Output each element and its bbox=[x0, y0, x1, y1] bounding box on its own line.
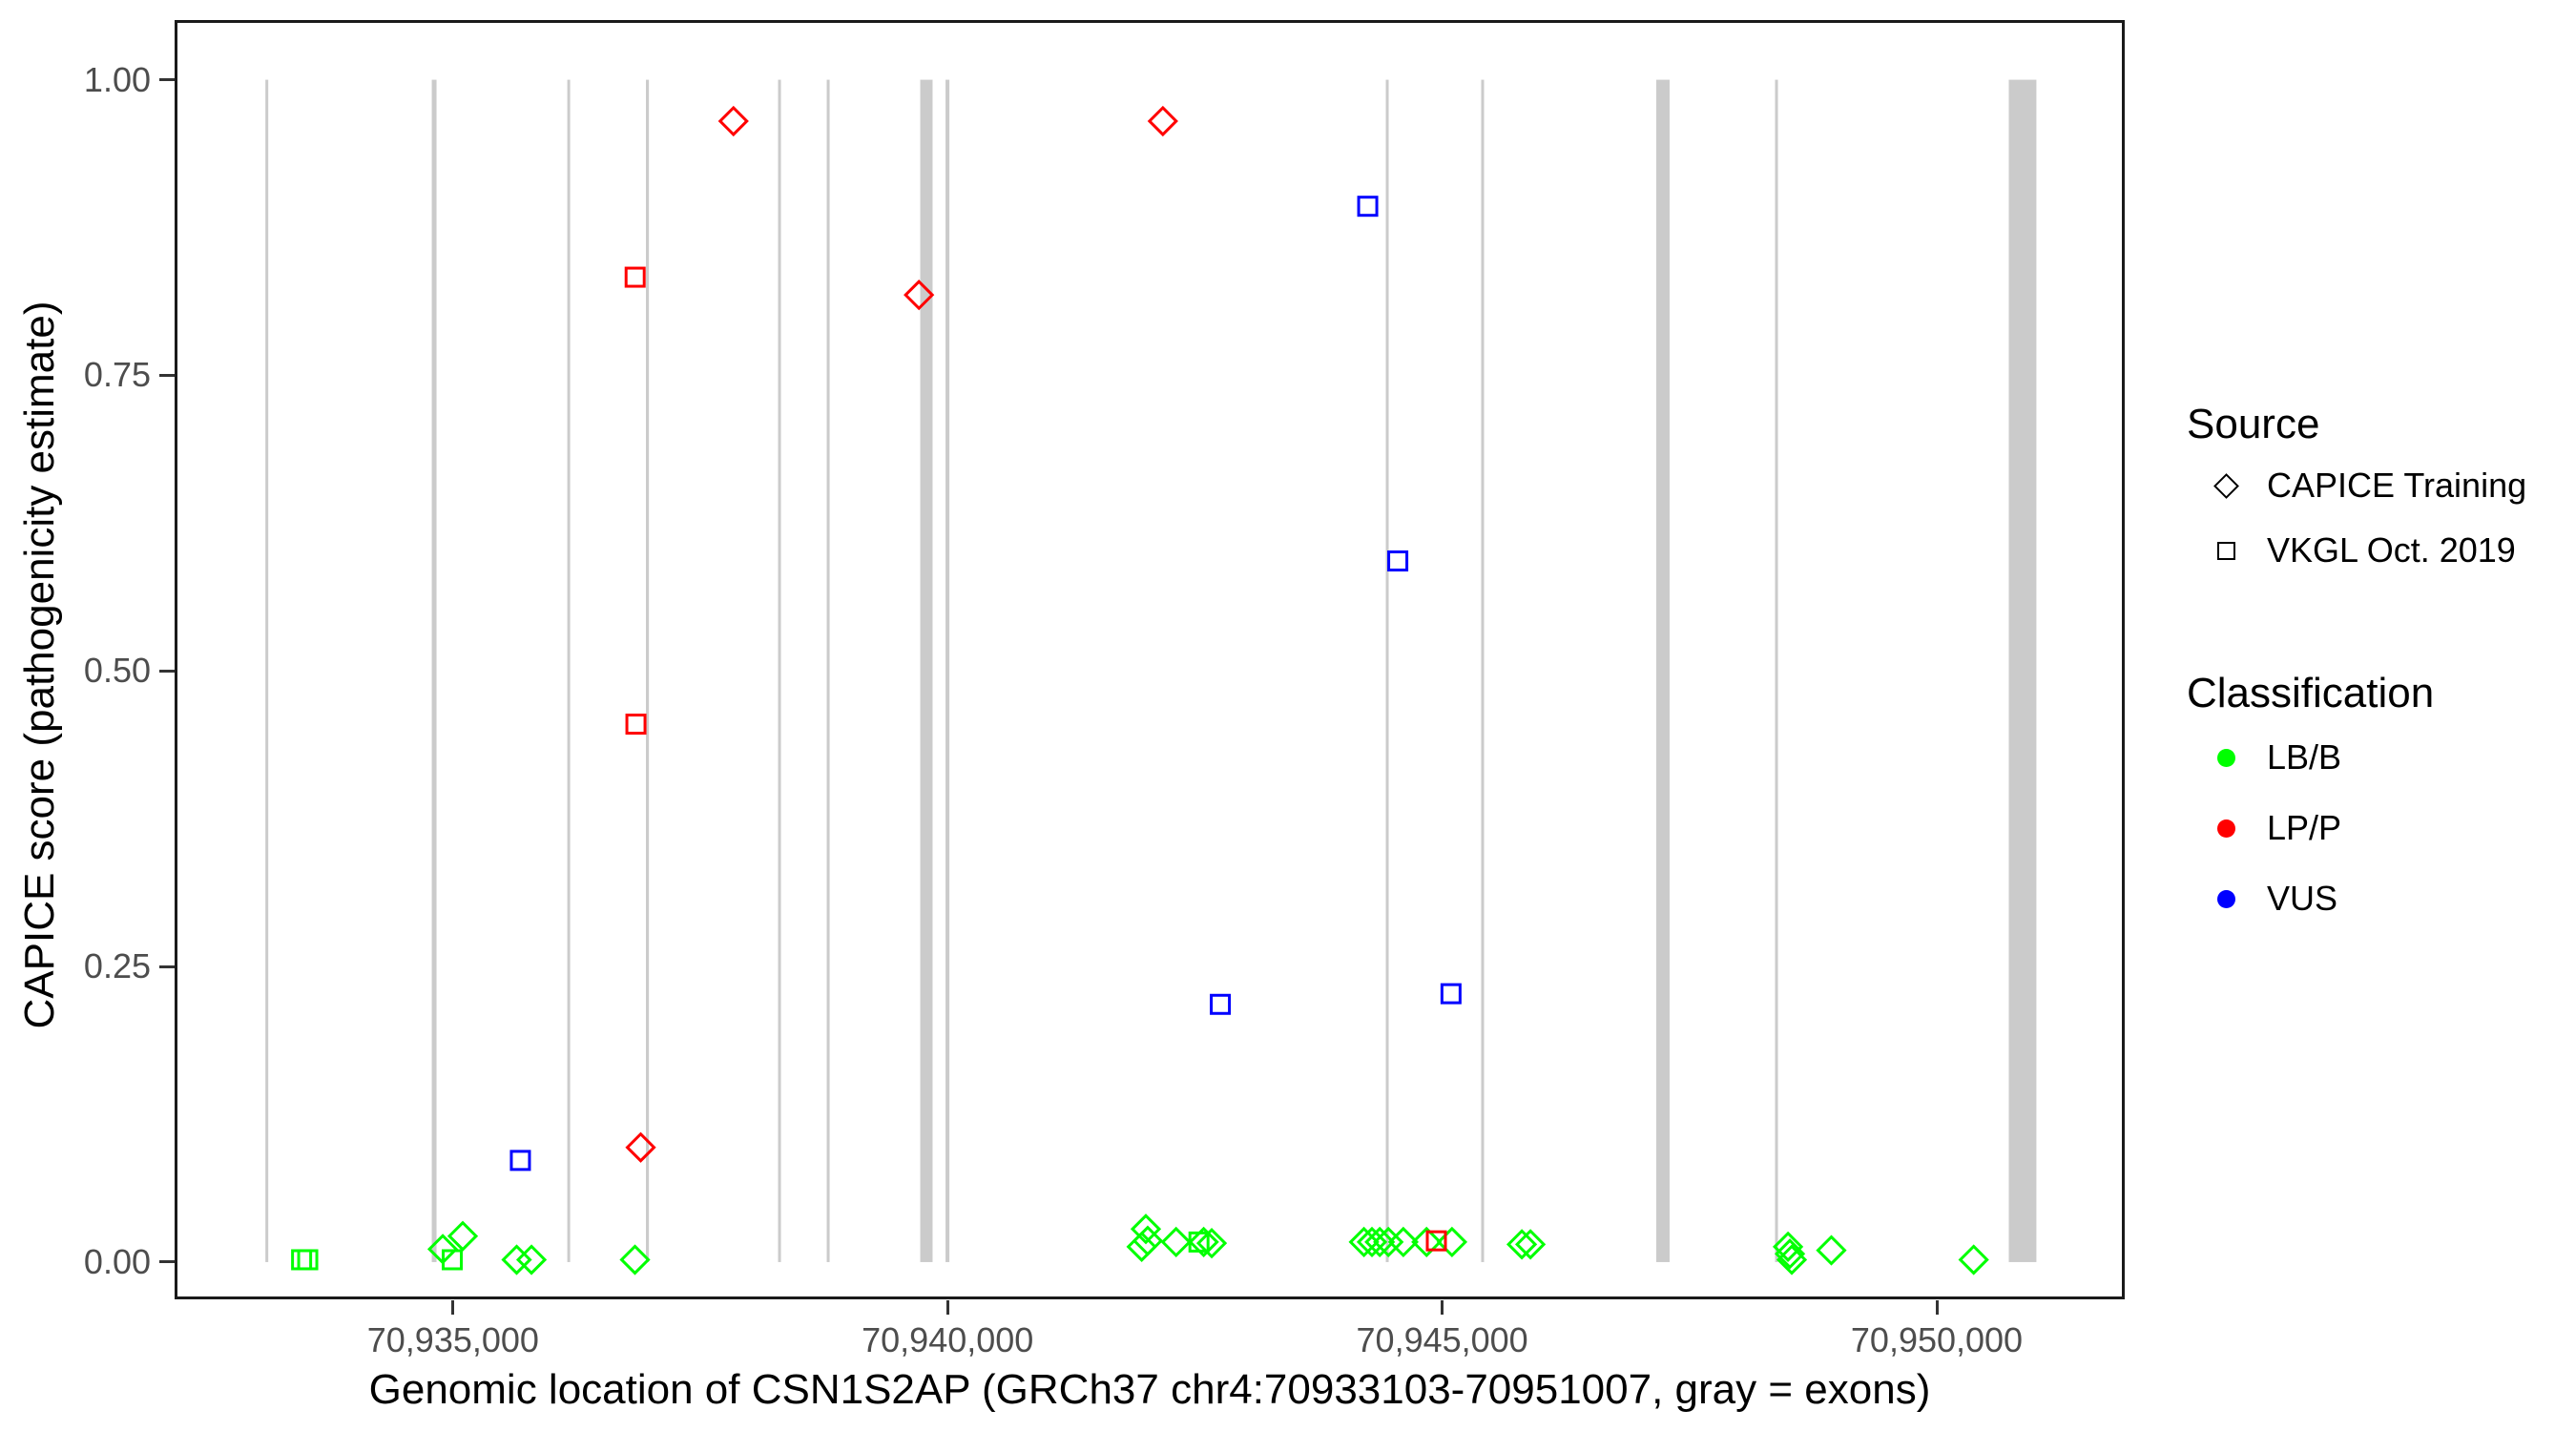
data-point bbox=[515, 1244, 548, 1275]
x-tick-mark bbox=[1935, 1300, 1939, 1315]
y-tick-mark bbox=[159, 373, 175, 377]
data-point bbox=[1387, 550, 1409, 572]
data-point bbox=[1776, 1244, 1808, 1275]
y-tick-label: 0.50 bbox=[83, 651, 151, 691]
data-point bbox=[291, 1249, 313, 1271]
data-point bbox=[625, 1131, 656, 1163]
exon-bar bbox=[945, 79, 950, 1262]
x-tick-label: 70,935,000 bbox=[366, 1320, 539, 1359]
x-tick-mark bbox=[945, 1300, 949, 1315]
data-point bbox=[1411, 1226, 1443, 1258]
exon-bar bbox=[1775, 79, 1778, 1262]
exon-bar bbox=[1655, 79, 1670, 1262]
data-point bbox=[1188, 1226, 1219, 1258]
legend-item-capice-training: CAPICE Training bbox=[2187, 453, 2568, 518]
exon-bar bbox=[1385, 79, 1389, 1262]
y-tick-mark bbox=[159, 964, 175, 968]
data-point bbox=[1958, 1244, 1989, 1275]
y-tick-label: 0.00 bbox=[83, 1241, 151, 1281]
data-point bbox=[1147, 105, 1178, 137]
data-point bbox=[297, 1249, 319, 1271]
exon-bar bbox=[778, 79, 781, 1262]
data-point bbox=[509, 1150, 531, 1172]
square-icon bbox=[2206, 530, 2246, 570]
exon-bar bbox=[826, 79, 830, 1262]
data-point bbox=[619, 1244, 651, 1275]
legend-item-label: CAPICE Training bbox=[2267, 466, 2527, 505]
legend-source-title: Source bbox=[2187, 401, 2320, 447]
green-dot-icon bbox=[2206, 737, 2246, 778]
data-point bbox=[904, 280, 935, 311]
exon-bar bbox=[431, 79, 437, 1262]
x-tick-label: 70,945,000 bbox=[1356, 1320, 1528, 1359]
data-point bbox=[1130, 1213, 1162, 1245]
exon-bar bbox=[265, 79, 269, 1262]
data-point bbox=[1436, 1226, 1468, 1258]
y-tick-mark bbox=[159, 1260, 175, 1264]
legend: Source CAPICE Training VKGL Oct. 2019 Cl… bbox=[2187, 396, 2568, 934]
data-point bbox=[1506, 1229, 1538, 1260]
data-point bbox=[1364, 1226, 1396, 1258]
data-point bbox=[1514, 1229, 1547, 1260]
data-point bbox=[1132, 1225, 1164, 1256]
data-point bbox=[1373, 1226, 1404, 1258]
exon-bar bbox=[2008, 79, 2037, 1262]
data-point bbox=[1425, 1230, 1447, 1252]
diamond-icon bbox=[2206, 466, 2246, 506]
exon-bar bbox=[567, 79, 571, 1262]
data-point bbox=[1387, 1226, 1420, 1258]
data-point bbox=[1816, 1234, 1847, 1266]
y-tick-mark bbox=[159, 78, 175, 82]
y-tick-label: 0.25 bbox=[83, 946, 151, 986]
y-tick-label: 0.75 bbox=[83, 355, 151, 395]
data-point bbox=[1772, 1231, 1804, 1262]
exon-bar bbox=[920, 79, 933, 1262]
x-tick-label: 70,940,000 bbox=[862, 1320, 1034, 1359]
data-point bbox=[1126, 1231, 1157, 1262]
y-axis-title: CAPICE score (pathogenicity estimate) bbox=[16, 301, 63, 1029]
blue-dot-icon bbox=[2206, 879, 2246, 919]
legend-item-label: VKGL Oct. 2019 bbox=[2267, 530, 2516, 570]
scatter-plot bbox=[265, 79, 2037, 1275]
data-point bbox=[1440, 983, 1462, 1005]
plot-panel bbox=[175, 20, 2125, 1299]
x-tick-mark bbox=[451, 1300, 455, 1315]
exon-bar bbox=[646, 79, 650, 1262]
legend-item-lpp: LP/P bbox=[2187, 793, 2568, 863]
legend-spacer bbox=[2187, 583, 2568, 665]
data-point bbox=[1356, 1226, 1388, 1258]
legend-classification-title: Classification bbox=[2187, 670, 2435, 716]
legend-item-label: VUS bbox=[2267, 879, 2338, 918]
legend-item-label: LP/P bbox=[2267, 808, 2342, 847]
data-point bbox=[717, 105, 749, 137]
data-point bbox=[1210, 993, 1232, 1015]
x-axis-title: Genomic location of CSN1S2AP (GRCh37 chr… bbox=[368, 1366, 1931, 1413]
x-tick-mark bbox=[1441, 1300, 1444, 1315]
legend-item-lbb: LB/B bbox=[2187, 722, 2568, 793]
data-point bbox=[624, 266, 646, 288]
legend-item-vkgl: VKGL Oct. 2019 bbox=[2187, 518, 2568, 583]
exon-bar bbox=[1481, 79, 1485, 1262]
data-point bbox=[442, 1249, 464, 1271]
x-tick-label: 70,950,000 bbox=[1850, 1320, 2024, 1359]
legend-item-vus: VUS bbox=[2187, 863, 2568, 934]
data-point bbox=[1160, 1226, 1192, 1258]
data-point bbox=[501, 1244, 532, 1275]
data-point bbox=[625, 714, 647, 736]
legend-item-label: LB/B bbox=[2267, 737, 2342, 777]
data-point bbox=[1774, 1238, 1806, 1270]
y-tick-label: 1.00 bbox=[83, 59, 151, 99]
red-dot-icon bbox=[2206, 808, 2246, 848]
data-point bbox=[1357, 196, 1379, 218]
data-point bbox=[447, 1220, 479, 1252]
y-tick-mark bbox=[159, 669, 175, 673]
data-point bbox=[1195, 1228, 1228, 1259]
